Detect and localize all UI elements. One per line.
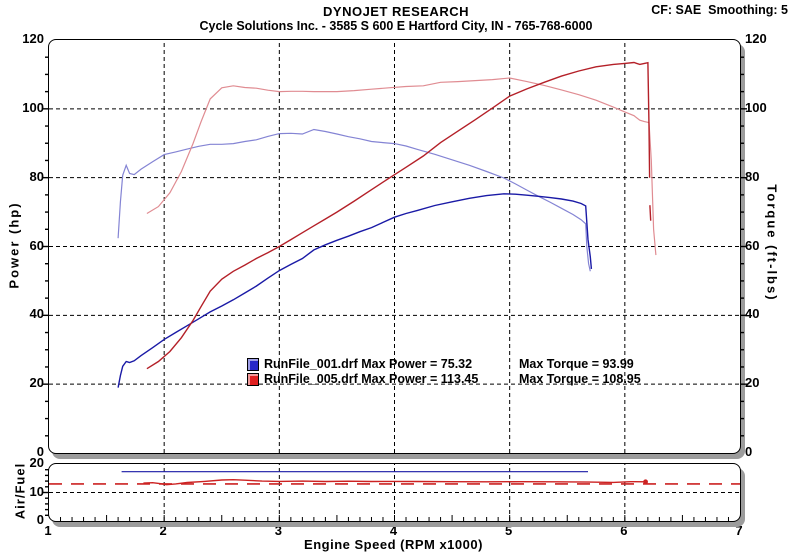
airfuel-chart-panel: [42, 463, 741, 522]
shop-info-subtitle: Cycle Solutions Inc. - 3585 S 600 E Hart…: [199, 19, 593, 33]
legend-max-power-text: RunFile_001.drf Max Power = 75.32: [264, 357, 473, 371]
legend-row: RunFile_005.drf Max Power = 113.45 Max To…: [247, 372, 641, 387]
tick-label: 40: [745, 306, 760, 322]
main-chart-panel: RunFile_001.drf Max Power = 75.32 Max Tor…: [42, 39, 747, 454]
tick-label: 1: [44, 523, 52, 538]
series-torque-runfile-005-drf-ft-lbs-: [146, 77, 657, 256]
tick-label: 60: [745, 237, 760, 253]
tick-label: 20: [29, 455, 44, 470]
tick-label: 0: [36, 512, 44, 527]
tick-label: 80: [29, 168, 44, 184]
tick-label: 5: [505, 523, 513, 538]
series-torque-runfile-001-drf-ft-lbs-: [117, 128, 591, 272]
tick-label: 120: [22, 31, 44, 46]
tick-label: 3: [274, 523, 282, 538]
legend: RunFile_001.drf Max Power = 75.32 Max Tor…: [247, 357, 641, 387]
power-torque-plot: [42, 40, 747, 453]
legend-max-torque-text: Max Torque = 108.95: [519, 372, 641, 386]
tick-label: 4: [389, 523, 398, 538]
tick-label: 120: [745, 31, 767, 46]
tick-label: 20: [745, 375, 760, 391]
legend-swatch-icon: [247, 373, 259, 386]
legend-max-power-text: RunFile_005.drf Max Power = 113.45: [264, 372, 479, 386]
tick-label: 2: [159, 523, 167, 538]
x-axis-title: Engine Speed (RPM x1000): [304, 537, 483, 552]
series-power-runfile-005-drf-hp-: [146, 61, 652, 370]
series-power-runfile-001-drf-hp-: [117, 193, 593, 388]
legend-swatch-icon: [247, 358, 259, 371]
tick-label: 100: [22, 99, 44, 115]
tick-label: 0: [36, 444, 44, 459]
tick-label: 20: [29, 375, 44, 391]
correction-smoothing-info: CF: SAE Smoothing: 5: [651, 3, 788, 17]
tick-label: 10: [29, 483, 44, 499]
series-air-fuel-runfile-005-drf: [143, 478, 646, 486]
tick-label: 0: [745, 444, 753, 459]
airfuel-plot: [42, 464, 740, 521]
series-end-marker: [643, 479, 648, 485]
tick-label: 80: [745, 168, 760, 184]
legend-max-torque-text: Max Torque = 93.99: [519, 357, 634, 371]
tick-label: 60: [29, 237, 44, 253]
tick-label: 100: [745, 99, 767, 115]
legend-row: RunFile_001.drf Max Power = 75.32 Max Tor…: [247, 357, 641, 372]
tick-label: 40: [29, 306, 44, 322]
page-title: DYNOJET RESEARCH: [323, 4, 469, 19]
tick-label: 6: [620, 523, 628, 538]
tick-label: 7: [735, 523, 743, 538]
